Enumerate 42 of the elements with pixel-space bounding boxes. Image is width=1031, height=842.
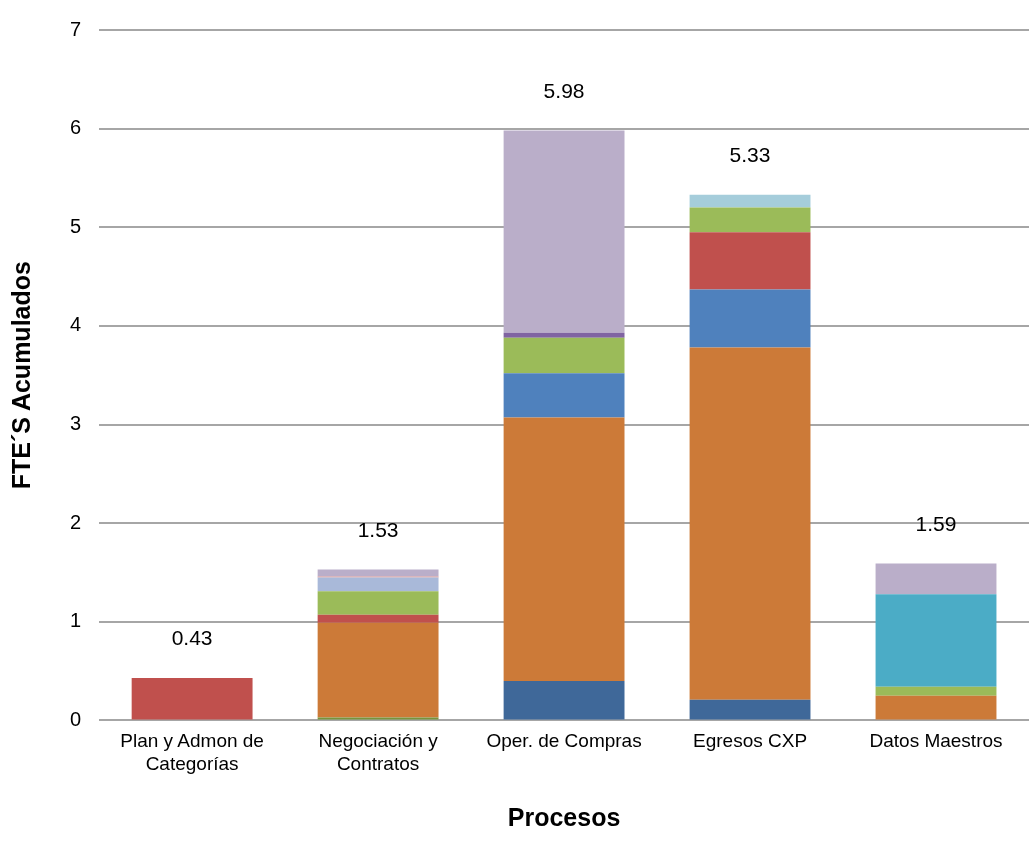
bar	[317, 569, 439, 577]
bar	[503, 130, 625, 333]
bar	[317, 622, 439, 718]
y-tick-label: 4	[70, 313, 82, 336]
total-label: 1.59	[915, 511, 957, 535]
bar	[689, 232, 811, 290]
bar	[875, 594, 997, 687]
x-tick-label: Oper. de Compras	[486, 730, 642, 752]
bar	[503, 417, 625, 681]
y-tick-label: 0	[70, 707, 82, 730]
x-tick-label: Plan y Admon de Categorías	[120, 730, 264, 774]
bar	[317, 614, 439, 623]
y-tick-label: 2	[70, 510, 82, 533]
y-tick-label: 5	[70, 214, 82, 237]
bar	[689, 289, 811, 348]
bar	[503, 373, 625, 418]
bar	[131, 677, 253, 720]
total-label: 0.43	[171, 626, 213, 650]
bar	[875, 695, 997, 720]
bar	[317, 591, 439, 615]
bar	[875, 563, 997, 595]
total-label: 5.98	[543, 78, 585, 102]
x-tick-label: Datos Maestros	[869, 730, 1003, 752]
bar	[689, 207, 811, 233]
total-label: 5.33	[729, 143, 771, 167]
bar	[503, 680, 625, 720]
y-tick-label: 1	[70, 609, 82, 632]
bar	[689, 699, 811, 720]
total-label: 1.53	[357, 517, 399, 541]
bar	[689, 347, 811, 700]
bar	[875, 686, 997, 696]
x-axis-title: Procesos	[507, 802, 621, 831]
bar	[689, 194, 811, 208]
bar	[503, 337, 625, 374]
bar	[503, 332, 625, 338]
y-tick-label: 6	[70, 116, 82, 139]
y-tick-label: 7	[70, 17, 82, 40]
x-tick-label: Negociación y Contratos	[318, 730, 439, 774]
x-tick-label: Egresos CXP	[693, 730, 808, 752]
y-axis-title: FTE´S Acumulados	[6, 261, 35, 490]
y-tick-label: 3	[70, 412, 82, 435]
bar	[317, 577, 439, 592]
